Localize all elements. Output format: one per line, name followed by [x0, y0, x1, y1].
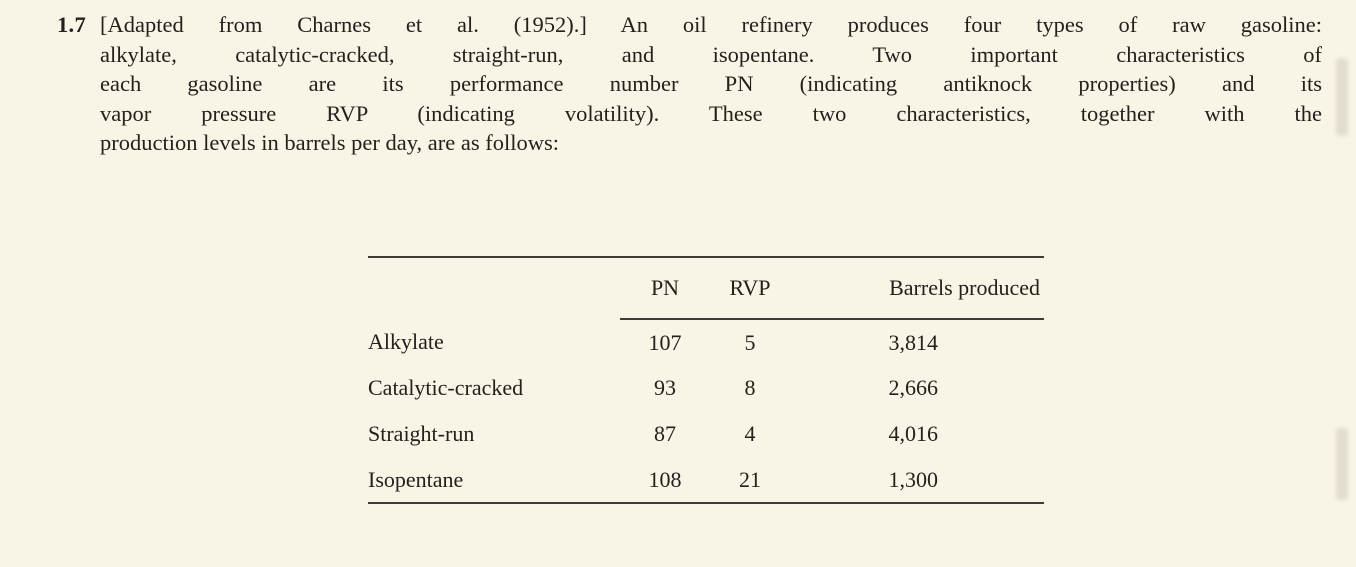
row-label: Straight-run: [368, 421, 475, 446]
col-header-rvp: RVP: [710, 256, 790, 320]
scan-artifact: [1336, 428, 1348, 500]
exercise-number: 1.7: [57, 12, 87, 37]
paragraph-line: each gasoline are its performance number…: [100, 71, 1322, 96]
rvp-value: 5: [744, 329, 756, 355]
rvp-value: 8: [744, 375, 756, 400]
col-header-barrels: Barrels produced: [790, 256, 1044, 320]
row-label: Isopentane: [368, 457, 620, 504]
gasoline-table: PN RVP Barrels produced Alkylate 107 5 3…: [368, 256, 1044, 504]
pn-value: 107: [648, 329, 682, 355]
barrels-value: 2,666: [888, 375, 939, 400]
col-header-blank: [368, 256, 620, 319]
barrels-value: 1,300: [790, 457, 1044, 504]
pn-value: 87: [654, 421, 676, 446]
table-row: Alkylate 107 5 3,814: [368, 319, 1044, 365]
paragraph-line: alkylate, catalytic-cracked, straight-ru…: [100, 41, 1322, 67]
paragraph-line: vapor pressure RVP (indicating volatilit…: [100, 100, 1322, 126]
exercise-block: 1.7 [Adapted from Charnes et al. (1952).…: [57, 10, 1322, 158]
table-row: Straight-run 87 4 4,016: [368, 411, 1044, 457]
paragraph-line: production levels in barrels per day, ar…: [100, 130, 560, 155]
table-header-row: PN RVP Barrels produced: [368, 256, 1044, 320]
pn-value: 93: [654, 375, 676, 400]
rvp-value: 4: [744, 421, 756, 446]
table-row: Isopentane 108 21 1,300: [368, 457, 1044, 504]
scan-artifact: [1336, 58, 1348, 136]
exercise-text: [Adapted from Charnes et al. (1952).] An…: [100, 10, 1322, 158]
barrels-value: 4,016: [888, 421, 939, 446]
pn-value: 108: [620, 457, 710, 504]
row-label: Alkylate: [368, 329, 444, 354]
barrels-value: 3,814: [888, 329, 939, 355]
paragraph-line: [Adapted from Charnes et al. (1952).] An…: [100, 12, 1322, 37]
rvp-value: 21: [710, 457, 790, 504]
row-label: Catalytic-cracked: [368, 375, 524, 400]
table-row: Catalytic-cracked 93 8 2,666: [368, 365, 1044, 411]
col-header-pn: PN: [620, 256, 710, 320]
